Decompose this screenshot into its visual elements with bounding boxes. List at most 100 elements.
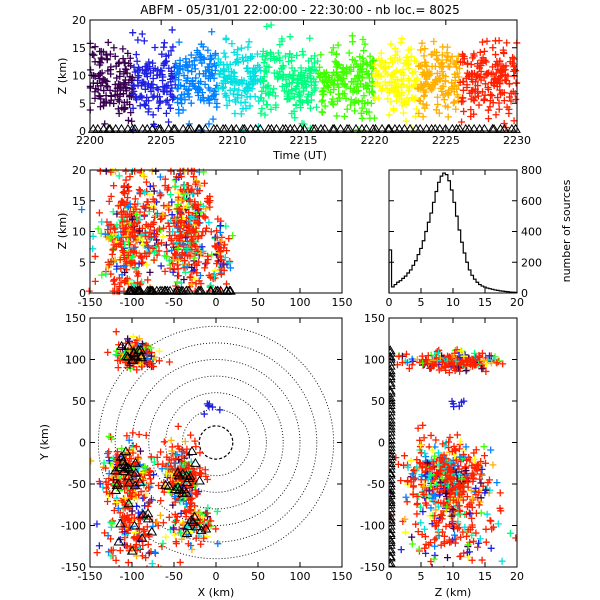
source-marker	[205, 219, 213, 227]
source-marker	[169, 43, 177, 51]
height-y-panel: 0 5 10 15 20 -150 -100 -50 0 50 100 150 Z (km)	[360, 312, 524, 599]
source-marker	[489, 99, 497, 107]
source-marker	[123, 275, 131, 283]
source-marker	[427, 504, 435, 512]
source-marker	[140, 100, 148, 108]
source-marker	[144, 80, 152, 88]
source-marker	[297, 72, 305, 80]
source-marker	[177, 81, 185, 89]
ground-marker	[110, 465, 121, 475]
x-tick-label: 5	[418, 296, 425, 309]
source-marker	[138, 30, 146, 38]
source-marker	[408, 94, 416, 102]
source-marker	[402, 528, 410, 536]
source-marker	[444, 113, 452, 121]
source-marker	[487, 446, 495, 454]
source-marker	[141, 85, 149, 93]
ground-marker	[104, 123, 116, 133]
source-marker	[153, 84, 161, 92]
source-marker	[281, 52, 289, 60]
source-marker	[220, 49, 228, 57]
source-marker	[512, 79, 520, 87]
source-marker	[482, 58, 490, 66]
source-marker	[274, 49, 282, 57]
source-marker	[423, 459, 431, 467]
source-marker	[142, 490, 150, 498]
source-marker	[209, 403, 217, 411]
source-marker	[341, 112, 349, 120]
ground-marker	[399, 123, 410, 133]
source-marker	[258, 76, 266, 84]
source-marker	[462, 367, 470, 375]
source-marker	[419, 421, 427, 429]
source-marker	[307, 54, 315, 62]
source-marker	[424, 352, 432, 360]
source-marker	[355, 98, 363, 106]
source-marker	[138, 340, 146, 348]
ground-marker	[134, 476, 146, 486]
source-marker	[167, 436, 175, 444]
source-marker	[129, 475, 137, 483]
source-marker	[486, 103, 494, 111]
source-marker	[448, 358, 456, 366]
source-marker	[397, 95, 405, 103]
ground-marker	[389, 497, 396, 506]
source-marker	[112, 242, 120, 250]
source-marker	[121, 225, 129, 233]
range-ring	[97, 325, 335, 560]
source-marker	[111, 256, 119, 264]
source-marker	[172, 182, 180, 190]
source-marker	[462, 443, 470, 451]
source-marker	[394, 76, 402, 84]
source-marker	[141, 467, 149, 475]
source-marker	[470, 52, 478, 60]
source-marker	[165, 358, 173, 366]
source-marker	[452, 483, 460, 491]
source-marker	[165, 513, 173, 521]
x-height-scatter	[78, 167, 237, 295]
source-marker	[307, 81, 315, 89]
ground-marker	[230, 123, 242, 133]
source-marker	[231, 72, 239, 80]
source-marker	[163, 96, 171, 104]
source-marker	[459, 86, 467, 94]
source-marker	[453, 69, 461, 77]
source-marker	[461, 523, 469, 531]
source-marker	[435, 366, 443, 374]
source-marker	[139, 202, 147, 210]
source-marker	[95, 209, 103, 217]
source-marker	[412, 112, 420, 120]
source-marker	[418, 473, 426, 481]
source-marker	[93, 549, 101, 557]
histogram-bin	[450, 190, 453, 293]
source-marker	[107, 546, 115, 554]
source-marker	[118, 213, 126, 221]
ground-marker	[389, 490, 396, 500]
source-marker	[428, 62, 436, 70]
source-marker	[472, 529, 480, 537]
source-marker	[157, 215, 165, 223]
source-marker	[469, 477, 477, 485]
source-marker	[507, 89, 515, 97]
source-marker	[505, 80, 513, 88]
source-marker	[133, 496, 141, 504]
source-marker	[413, 510, 421, 518]
source-marker	[201, 264, 209, 272]
ground-marker	[389, 426, 396, 436]
source-marker	[197, 250, 205, 258]
source-marker	[418, 463, 426, 471]
ground-marker	[488, 123, 500, 133]
source-marker	[156, 511, 164, 519]
source-marker	[348, 32, 356, 40]
source-marker	[153, 93, 161, 101]
ground-marker	[133, 344, 144, 354]
source-marker	[119, 188, 127, 196]
source-marker	[176, 252, 184, 260]
source-marker	[106, 86, 114, 94]
source-marker	[112, 471, 120, 479]
source-marker	[382, 59, 390, 67]
ground-marker	[194, 123, 206, 133]
source-marker	[145, 243, 153, 251]
ground-marker	[221, 285, 233, 295]
source-marker	[165, 222, 173, 230]
